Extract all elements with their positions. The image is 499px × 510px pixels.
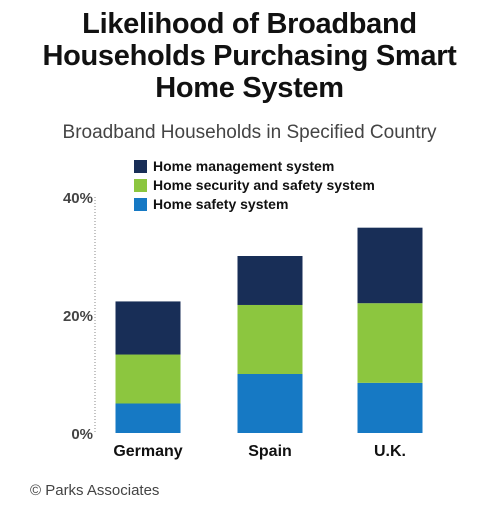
bar-segment [237, 304, 303, 374]
copyright-credit: © Parks Associates [30, 482, 160, 499]
bar-segment [115, 354, 181, 404]
legend-label: Home management system [153, 158, 334, 174]
bar-segment [237, 374, 303, 433]
x-tick-label: Germany [113, 443, 182, 460]
x-tick-label: U.K. [374, 443, 406, 460]
bar-segment [115, 301, 181, 355]
legend-swatch [134, 179, 147, 192]
bar-segment [237, 256, 303, 305]
legend-label: Home safety system [153, 196, 288, 212]
legend-label: Home security and safety system [153, 177, 375, 193]
bar-segment [357, 303, 423, 383]
bar-segment [115, 403, 181, 433]
title-line-2: Households Purchasing Smart [42, 40, 457, 72]
legend-swatch [134, 198, 147, 211]
bar-segment [357, 382, 423, 433]
stacked-bar-chart: 0% 20% 40% Germany Spain U.K. Home management … [63, 158, 423, 460]
title-line-1: Likelihood of Broadband [82, 8, 417, 40]
title-line-3: Home System [155, 72, 344, 104]
y-tick-label: 20% [63, 308, 93, 325]
chart-title: Likelihood of Broadband Households Purch… [0, 8, 499, 104]
bar-segment [357, 227, 423, 304]
legend-swatch [134, 160, 147, 173]
chart-subtitle: Broadband Households in Specified Countr… [62, 122, 437, 143]
y-tick-label: 40% [63, 190, 93, 207]
x-tick-label: Spain [248, 443, 292, 460]
y-tick-label: 0% [71, 426, 93, 443]
